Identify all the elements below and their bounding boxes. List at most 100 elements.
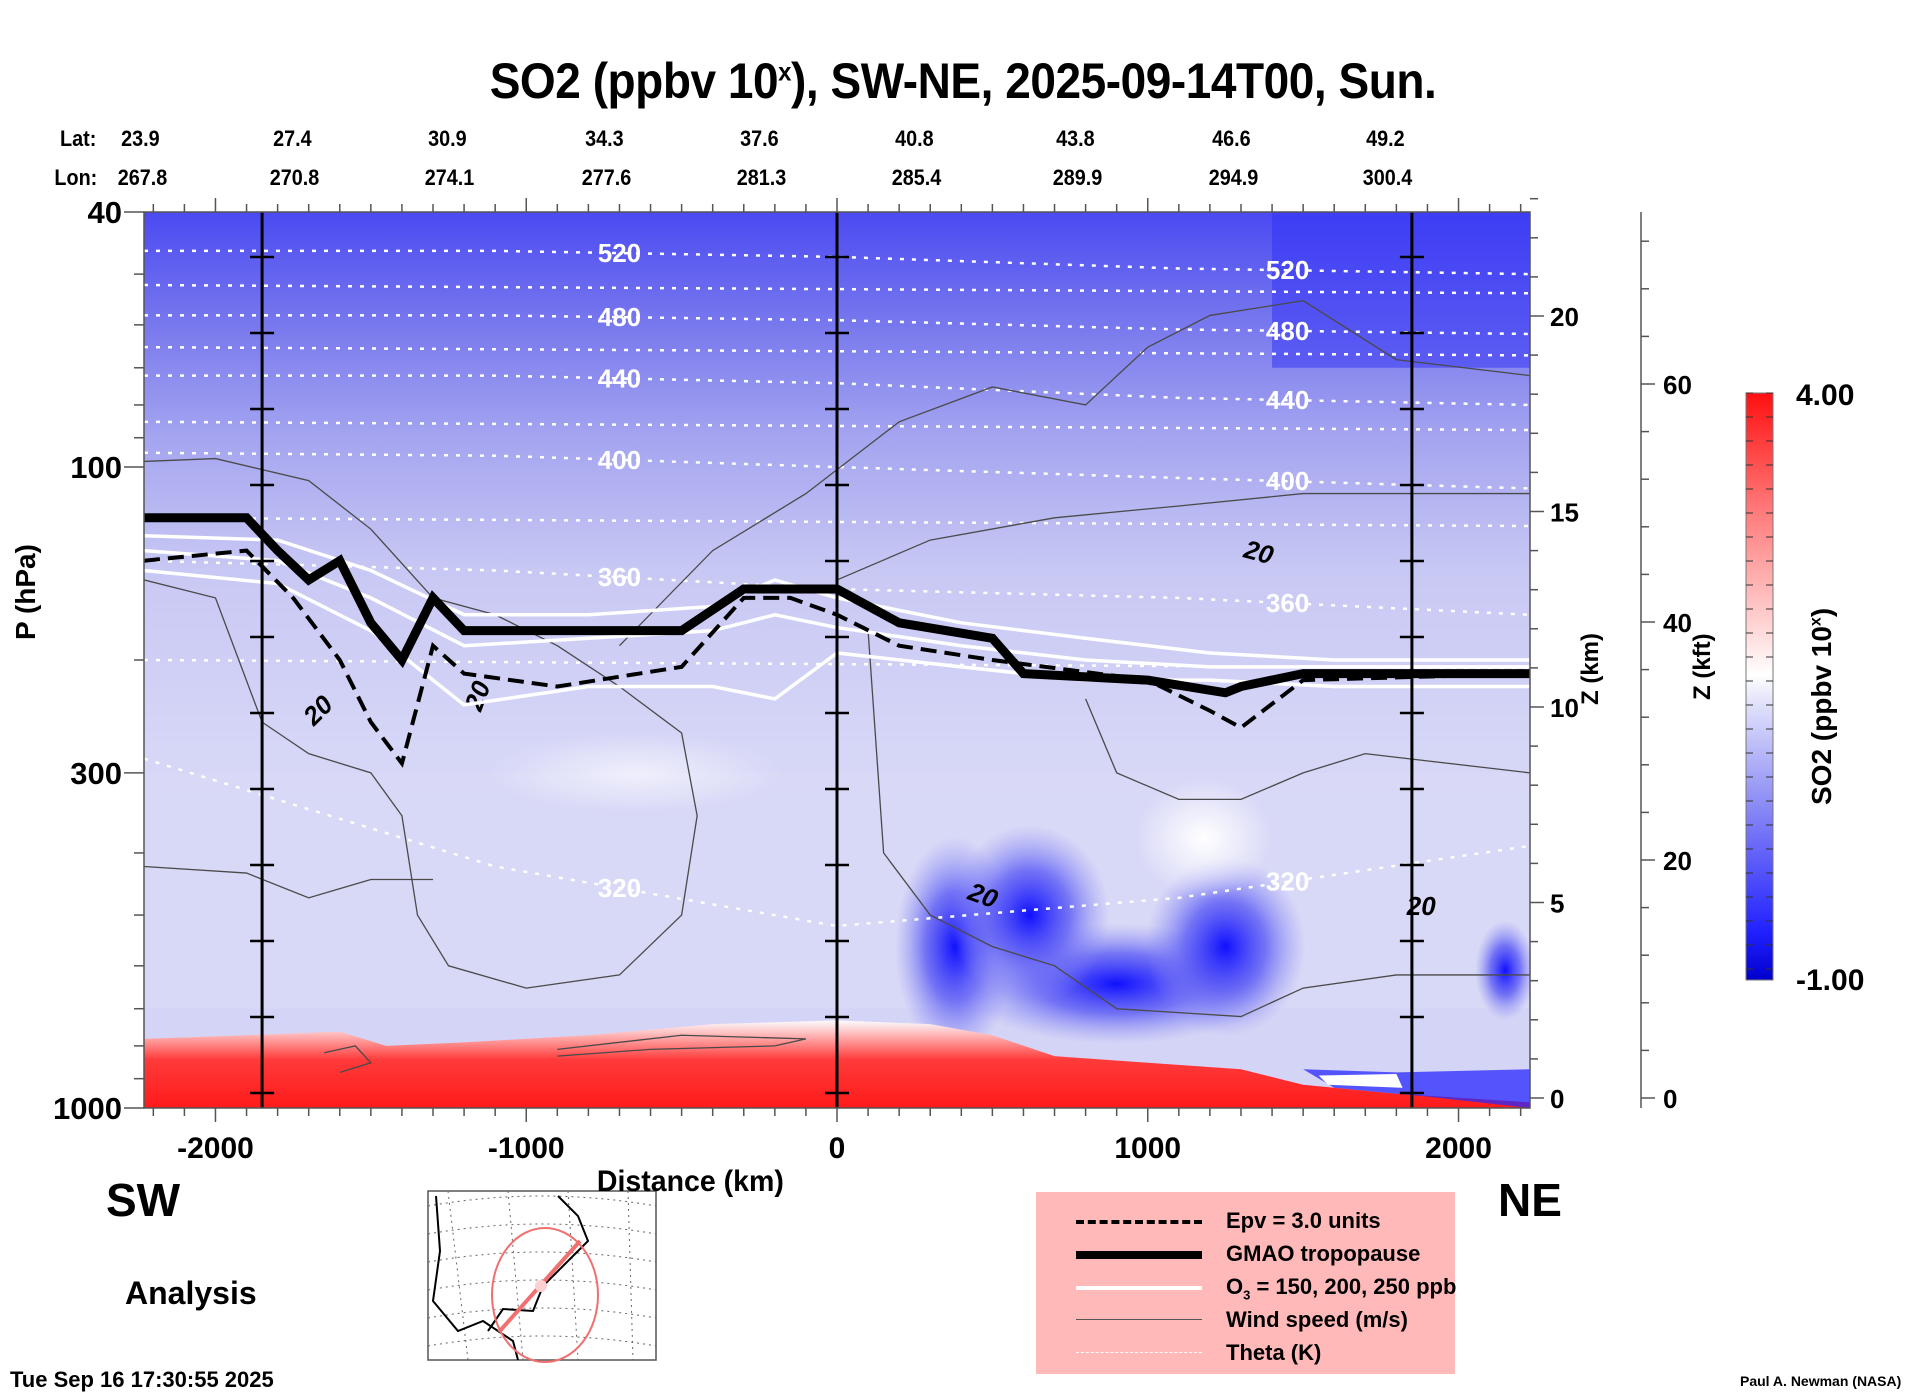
credit: Paul A. Newman (NASA) xyxy=(1740,1373,1902,1389)
lon-value: 267.8 xyxy=(117,165,168,190)
x-tick-label: 2000 xyxy=(1425,1132,1492,1165)
theta-line xyxy=(144,374,1530,407)
z-kft-tick-label: 60 xyxy=(1663,370,1692,400)
theta-label: 440 xyxy=(598,363,641,393)
lat-value: 43.8 xyxy=(1056,126,1095,151)
ozone-contour xyxy=(144,534,1530,662)
wind-speed-contour xyxy=(867,630,1530,1018)
colorbar-max-label: 4.00 xyxy=(1796,379,1854,412)
thin-line-swatch xyxy=(1076,1319,1202,1320)
colorbar-min-label: -1.00 xyxy=(1796,964,1864,997)
colorbar: 4.00 -1.00 xyxy=(1745,379,1864,997)
y-axis-label: P (hPa) xyxy=(10,544,41,640)
z-km-tick-label: 5 xyxy=(1550,889,1564,919)
map-graticule xyxy=(447,1190,469,1361)
lon-value: 285.4 xyxy=(891,165,942,190)
map-coastline xyxy=(487,1195,590,1332)
map-center-marker xyxy=(535,1280,547,1292)
epv-contour xyxy=(144,548,1530,768)
z-km-tick-label: 15 xyxy=(1550,498,1579,528)
theta-label: 440 xyxy=(1266,385,1309,415)
so2-low-patch xyxy=(949,825,1110,1006)
theta-line xyxy=(144,314,1530,336)
wind-speed-contour xyxy=(144,865,434,899)
z-km-tick-label: 20 xyxy=(1550,302,1579,332)
legend: Epv = 3.0 units GMAO tropopause O3 = 150… xyxy=(1036,1192,1457,1374)
x-tick-label: -2000 xyxy=(177,1132,254,1165)
theta-line xyxy=(144,249,1530,276)
z-km-axis-label: Z (km) xyxy=(1577,633,1604,705)
map-graticule xyxy=(427,1307,657,1319)
legend-item-wind: Wind speed (m/s) xyxy=(1036,1305,1416,1335)
dotted-line-swatch xyxy=(1076,1352,1202,1353)
x-tick-label: 1000 xyxy=(1114,1132,1181,1165)
theta-line xyxy=(144,283,1530,295)
lat-value: 34.3 xyxy=(585,126,624,151)
theta-label: 400 xyxy=(598,445,641,475)
theta-label: 320 xyxy=(598,873,641,903)
theta-label: 360 xyxy=(1266,588,1309,618)
so2-low-patch xyxy=(1145,856,1306,1037)
theta-label: 320 xyxy=(1266,867,1309,897)
lon-value: 274.1 xyxy=(424,165,475,190)
dashed-line-swatch xyxy=(1076,1220,1202,1224)
theta-label: 520 xyxy=(1266,255,1309,285)
y-tick-label: 40 xyxy=(88,195,122,230)
lat-value: 30.9 xyxy=(428,126,467,151)
colorbar-gradient xyxy=(1745,392,1774,981)
wind-speed-contour xyxy=(1085,698,1530,801)
direction-sw: SW xyxy=(106,1174,181,1226)
lon-row-label: Lon: xyxy=(54,165,98,190)
chart-title: SO2 (ppbv 10x), SW-NE, 2025-09-14T00, Su… xyxy=(489,53,1437,109)
direction-ne: NE xyxy=(1498,1174,1562,1226)
map-graticule xyxy=(507,1190,524,1361)
lat-value: 27.4 xyxy=(273,126,312,151)
ozone-contour xyxy=(144,568,1530,707)
theta-label: 360 xyxy=(598,562,641,592)
legend-label: Wind speed (m/s) xyxy=(1226,1307,1408,1332)
inset-map xyxy=(427,1190,657,1363)
lat-value: 40.8 xyxy=(895,126,934,151)
theta-label: 520 xyxy=(598,238,641,268)
theta-label: 480 xyxy=(598,302,641,332)
map-graticule xyxy=(627,1190,634,1361)
lat-value: 49.2 xyxy=(1366,126,1405,151)
map-graticule xyxy=(427,1279,657,1291)
lat-row-label: Lat: xyxy=(60,126,97,151)
so2-missing-patch xyxy=(1318,1073,1403,1088)
timestamp: Tue Sep 16 17:30:55 2025 xyxy=(10,1367,274,1392)
wind-speed-contour xyxy=(324,1045,373,1074)
wind-speed-contour xyxy=(619,299,1530,647)
map-coastline xyxy=(431,1195,519,1361)
lon-value: 294.9 xyxy=(1208,165,1259,190)
lat-value: 46.6 xyxy=(1212,126,1251,151)
legend-label: O3 = 150, 200, 250 ppb xyxy=(1226,1274,1457,1303)
z-kft-tick-label: 0 xyxy=(1663,1084,1677,1114)
gmao-tropopause xyxy=(144,513,1530,698)
wind-speed-contour xyxy=(836,492,1530,581)
theta-label: 400 xyxy=(1266,466,1309,496)
theta-line xyxy=(144,345,1530,357)
lon-value: 281.3 xyxy=(736,165,787,190)
theta-line xyxy=(144,516,1530,528)
map-range-circle xyxy=(491,1227,599,1363)
lon-value: 277.6 xyxy=(581,165,632,190)
so2-neutral-patch xyxy=(1133,778,1274,899)
ozone-contour xyxy=(144,548,1530,669)
y-tick-label: 300 xyxy=(70,756,122,791)
legend-label: Epv = 3.0 units xyxy=(1226,1208,1381,1233)
wind-speed-contour xyxy=(557,1034,807,1057)
legend-item-tropopause: GMAO tropopause xyxy=(1036,1239,1420,1269)
theta-label: 480 xyxy=(1266,316,1309,346)
lon-value: 289.9 xyxy=(1052,165,1103,190)
map-graticule xyxy=(427,1335,657,1347)
inset-map-frame xyxy=(427,1190,657,1361)
theta-line xyxy=(144,451,1530,490)
map-graticule xyxy=(427,1195,657,1207)
x-tick-label: 0 xyxy=(829,1132,846,1165)
map-graticule xyxy=(567,1190,579,1361)
thick-line-swatch xyxy=(1076,1251,1202,1259)
wind-speed-label: 20 xyxy=(1406,891,1436,921)
